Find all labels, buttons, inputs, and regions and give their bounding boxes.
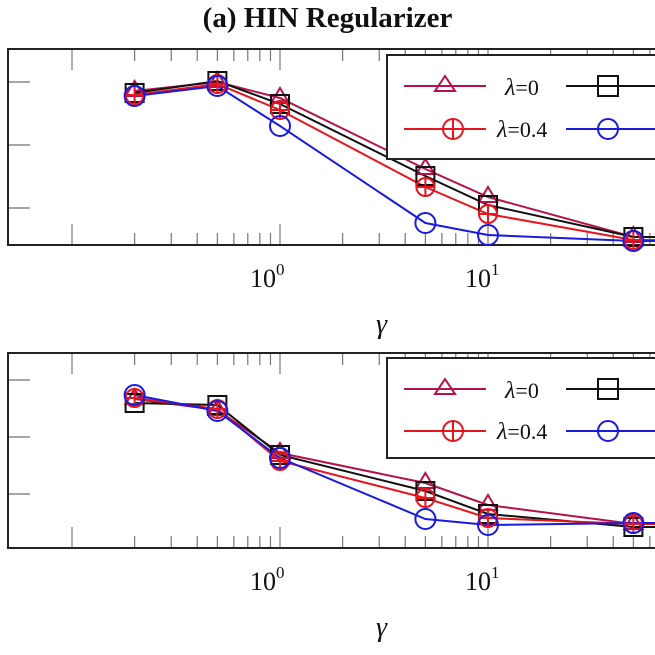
legend-entry-lambda0-triangle [404, 377, 486, 395]
triangle-marker-icon [477, 185, 499, 203]
circle-marker-icon [269, 115, 291, 137]
series-group [123, 70, 655, 252]
legend-entry-lambda04-oplus [404, 420, 486, 442]
circle-marker-icon [477, 224, 499, 246]
chart-bottom: λ=0 λ=0.4 100 101 γ [7, 352, 655, 643]
triangle-marker-icon [433, 377, 457, 395]
legend-label-lambda04: λ=0.4 [496, 419, 547, 445]
circle-marker-icon [622, 230, 645, 252]
legend-entry-lambda04-oplus [404, 118, 486, 140]
legend-entry-lambda0-square [566, 75, 655, 97]
square-marker-icon [597, 378, 619, 400]
oplus-marker-icon [478, 204, 498, 224]
circle-marker-icon [414, 508, 437, 530]
legend: λ=0 λ=0.4 [386, 357, 655, 459]
series-group [123, 384, 655, 537]
circle-marker-icon [597, 118, 619, 140]
legend-entry-lambda0-square [566, 378, 655, 400]
legend-entry-lambda04-circle [566, 118, 655, 140]
circle-marker-icon [123, 85, 146, 107]
x-axis-label: γ [376, 309, 388, 340]
legend-entry-lambda0-triangle [404, 74, 486, 92]
y-ticks [9, 81, 30, 209]
circle-marker-icon [123, 384, 146, 406]
legend-entry-lambda04-circle [566, 420, 655, 442]
circle-marker-icon [206, 75, 229, 97]
square-marker-icon [597, 75, 619, 97]
circle-marker-icon [414, 212, 437, 234]
legend-label-lambda0: λ=0 [504, 75, 539, 101]
circle-marker-icon [597, 420, 619, 442]
oplus-marker-icon [415, 488, 436, 508]
x-tick-label-10-0: 100 [250, 260, 285, 293]
x-tick-label-10-1: 101 [465, 260, 500, 293]
circle-marker-icon [269, 447, 291, 469]
x-tick-label-10-0: 100 [250, 563, 285, 596]
triangle-marker-icon [433, 74, 457, 92]
y-ticks [9, 379, 30, 495]
chart-top: λ=0 λ=0.4 100 101 γ [7, 48, 655, 340]
legend: λ=0 λ=0.4 [386, 54, 655, 160]
x-tick-label-10-1: 101 [465, 563, 500, 596]
circle-marker-icon [206, 400, 229, 422]
circle-marker-icon [477, 514, 499, 536]
legend-label-lambda04: λ=0.4 [496, 117, 547, 143]
x-axis-label: γ [376, 612, 388, 643]
figure-title: (a) HIN Regularizer [202, 2, 453, 34]
circle-marker-icon [622, 512, 645, 534]
oplus-marker-icon [415, 177, 436, 197]
legend-label-lambda0: λ=0 [504, 378, 539, 404]
